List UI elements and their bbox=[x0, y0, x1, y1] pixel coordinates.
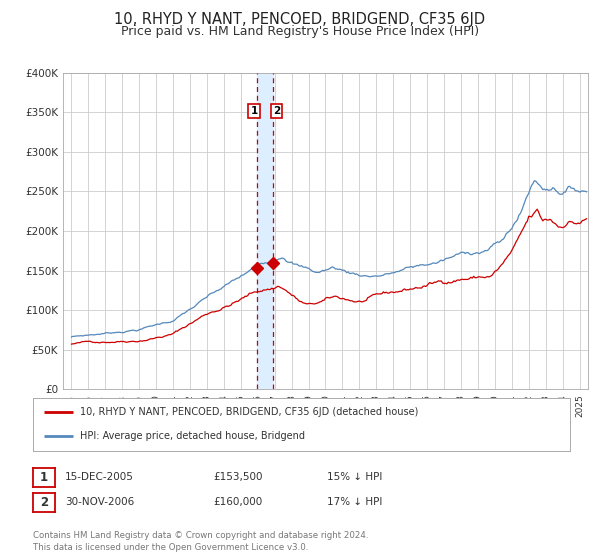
Bar bbox=[257, 73, 274, 389]
Text: £153,500: £153,500 bbox=[213, 472, 263, 482]
Text: 17% ↓ HPI: 17% ↓ HPI bbox=[327, 497, 382, 507]
Text: HPI: Average price, detached house, Bridgend: HPI: Average price, detached house, Brid… bbox=[80, 431, 305, 441]
Text: Contains HM Land Registry data © Crown copyright and database right 2024.: Contains HM Land Registry data © Crown c… bbox=[33, 531, 368, 540]
Text: 10, RHYD Y NANT, PENCOED, BRIDGEND, CF35 6JD (detached house): 10, RHYD Y NANT, PENCOED, BRIDGEND, CF35… bbox=[80, 408, 419, 418]
Text: 15-DEC-2005: 15-DEC-2005 bbox=[65, 472, 134, 482]
Text: 2: 2 bbox=[40, 496, 48, 509]
Text: 10, RHYD Y NANT, PENCOED, BRIDGEND, CF35 6JD: 10, RHYD Y NANT, PENCOED, BRIDGEND, CF35… bbox=[115, 12, 485, 27]
Text: 15% ↓ HPI: 15% ↓ HPI bbox=[327, 472, 382, 482]
Text: £160,000: £160,000 bbox=[213, 497, 262, 507]
Text: 2: 2 bbox=[273, 106, 280, 116]
Text: Price paid vs. HM Land Registry's House Price Index (HPI): Price paid vs. HM Land Registry's House … bbox=[121, 25, 479, 38]
Text: 1: 1 bbox=[250, 106, 257, 116]
Text: This data is licensed under the Open Government Licence v3.0.: This data is licensed under the Open Gov… bbox=[33, 543, 308, 552]
Text: 30-NOV-2006: 30-NOV-2006 bbox=[65, 497, 134, 507]
Text: 1: 1 bbox=[40, 470, 48, 484]
